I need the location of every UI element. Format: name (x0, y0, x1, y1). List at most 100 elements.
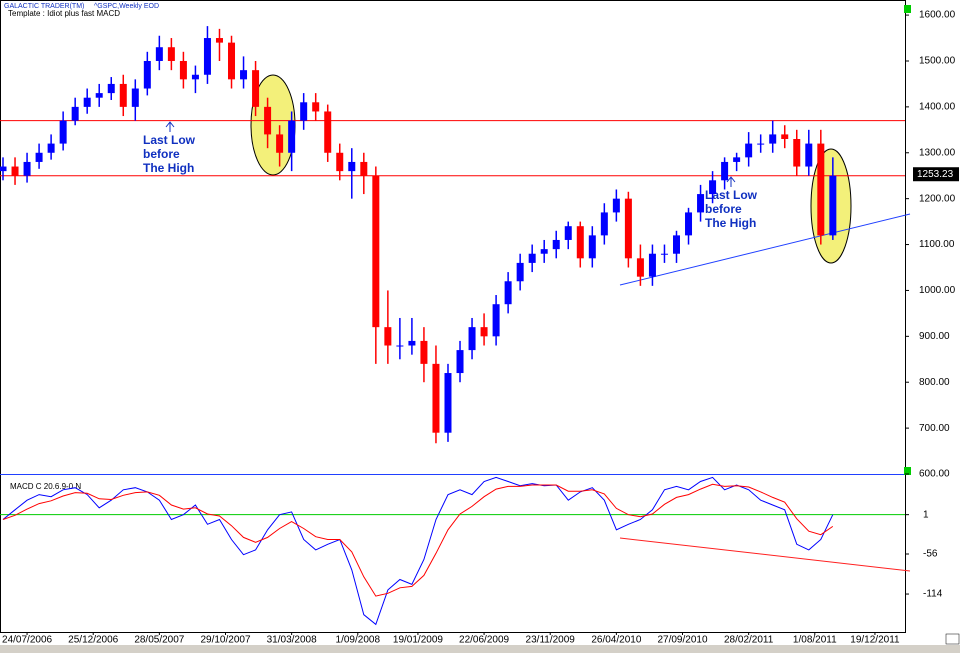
candle-body (420, 340, 428, 364)
x-tick-label: 27/09/2010 (657, 635, 707, 646)
candle-body (372, 175, 380, 328)
candle-body (829, 175, 837, 236)
annotation-text: before (143, 147, 180, 161)
x-tick-label: 19/01/2009 (393, 635, 443, 646)
candle-body (59, 120, 67, 144)
y-tick-label: 1400.00 (919, 102, 956, 113)
last-price-label: 1253.23 (917, 169, 954, 180)
candle-body (11, 166, 19, 176)
candle-body (709, 180, 717, 195)
candle-body (288, 120, 296, 153)
candle-body (685, 212, 693, 236)
annotation-text: Last Low (143, 133, 196, 147)
candle-body (396, 345, 404, 347)
candle-body (588, 235, 596, 259)
panel-handle (904, 467, 911, 475)
candle-body (781, 134, 789, 139)
candle-body (468, 327, 476, 351)
candle-body (432, 363, 440, 433)
candle-body (179, 60, 187, 80)
candle-body (35, 152, 43, 162)
candle-body (107, 83, 115, 94)
candle-body (516, 262, 524, 282)
annotation: Last Low before The High (141, 121, 197, 178)
candle-body (0, 166, 7, 172)
y-tick-label: 900.00 (919, 331, 950, 342)
y-tick-label: 600.00 (919, 469, 950, 480)
template: Template : Idiot plus fast MACD (8, 9, 120, 18)
annotation-text: before (705, 202, 742, 216)
tf-button[interactable] (945, 633, 960, 645)
x-tick-label: 1/09/2008 (336, 635, 381, 646)
candle-body (648, 253, 656, 277)
y-tick-label: 1000.00 (919, 285, 956, 296)
candle-body (757, 143, 765, 145)
macd-line (2, 483, 834, 597)
candle-body (660, 253, 668, 255)
candle-body (444, 373, 452, 433)
x-tick-label: 26/04/2010 (591, 635, 641, 646)
candle-body (480, 327, 488, 337)
x-tick-label: 19/12/2011 (850, 635, 900, 646)
candle-body (612, 198, 620, 213)
y-tick-label: 1300.00 (919, 147, 956, 158)
y-tick-label: 800.00 (919, 377, 950, 388)
candle-body (203, 38, 211, 75)
candle-body (312, 102, 320, 112)
candle-body (300, 102, 308, 121)
candle-body (360, 161, 368, 176)
candle-body (540, 249, 548, 254)
candle-body (733, 157, 741, 162)
candle-body (324, 111, 332, 153)
annotation-text: The High (143, 161, 194, 175)
annotation-arrow (726, 176, 736, 183)
candle-body (47, 143, 55, 153)
candle-body (769, 134, 777, 144)
candle-body (745, 143, 753, 158)
x-tick-label: 29/10/2007 (200, 635, 250, 646)
annotation-box (141, 133, 197, 178)
x-tick-label: 25/12/2006 (68, 635, 118, 646)
candle-body (672, 235, 680, 254)
candle-body (805, 143, 813, 167)
y-tick-label: 1200.00 (919, 193, 956, 204)
symbol: ^GSPC,Weekly EOD (94, 3, 159, 10)
annotation-text: The High (705, 216, 756, 230)
candle-body (95, 93, 103, 98)
candle-body (552, 239, 560, 250)
candle-body (384, 327, 392, 346)
candle-body (793, 139, 801, 167)
candle-body (456, 350, 464, 374)
candle-body (348, 161, 356, 172)
candle-body (636, 258, 644, 277)
x-tick-label: 1/08/2011 (793, 635, 837, 646)
x-tick-label: 31/03/2008 (267, 635, 317, 646)
annotation-arrow (165, 121, 175, 128)
candle-body (71, 106, 79, 121)
macd-line (2, 476, 834, 626)
candle-body (131, 88, 139, 107)
candle-body (23, 161, 31, 176)
candle-body (167, 47, 175, 61)
candle-body (528, 253, 536, 263)
candle-body (155, 47, 163, 61)
candle-body (624, 198, 632, 259)
macd-label: MACD C 20.6.9-0 N (10, 482, 81, 491)
candle-body (817, 143, 825, 236)
candle-body (721, 161, 729, 181)
last-price-box (913, 167, 959, 182)
y-tick-label: -56 (923, 549, 938, 560)
candle-body (83, 97, 91, 107)
x-tick-label: 28/02/2011 (724, 635, 774, 646)
annotation-text: Last Low (705, 188, 758, 202)
candle-body (252, 70, 260, 107)
candle-body (119, 83, 127, 107)
candle-body (504, 281, 512, 305)
candle-body (143, 60, 151, 89)
trend-line (619, 213, 911, 286)
trend-line (619, 537, 911, 572)
candle-body (697, 194, 705, 213)
x-tick-label: 28/05/2007 (134, 635, 184, 646)
